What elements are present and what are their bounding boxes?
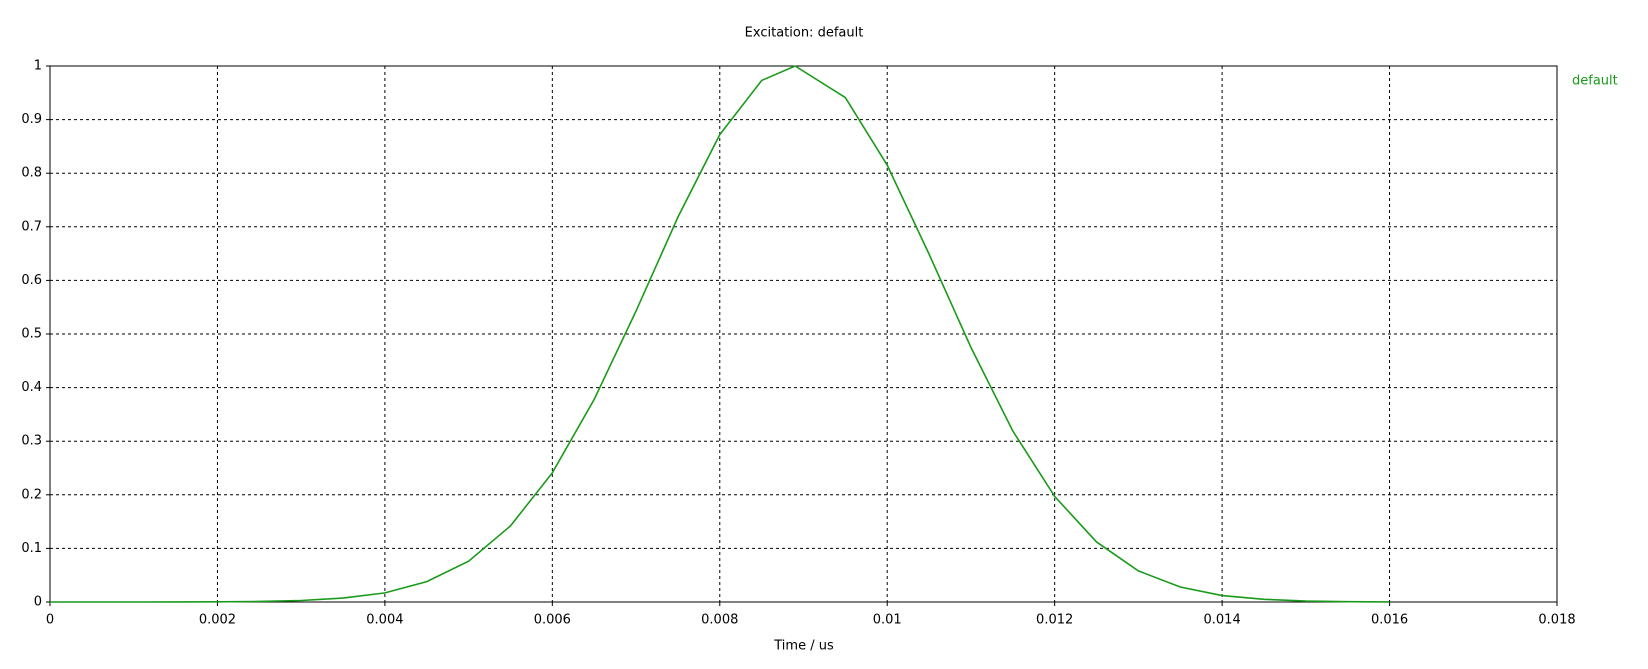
y-tick-label: 0.1: [21, 541, 42, 556]
legend-entry: default: [1572, 74, 1618, 89]
y-tick-label: 0.8: [21, 166, 42, 181]
x-tick-label: 0.002: [199, 613, 236, 628]
x-tick-label: 0: [46, 613, 54, 628]
y-tick-label: 0.4: [21, 380, 42, 395]
data-line: [50, 65, 1390, 603]
y-tick-label: 0: [34, 595, 42, 610]
y-tick-label: 1: [34, 59, 42, 74]
x-tick-label: 0.014: [1204, 613, 1241, 628]
y-tick-label: 0.9: [21, 112, 42, 127]
x-tick-label: 0.012: [1036, 613, 1073, 628]
y-tick-label: 0.6: [21, 273, 42, 288]
x-tick-label: 0.006: [534, 613, 571, 628]
x-tick-label: 0.016: [1371, 613, 1408, 628]
x-tick-label: 0.01: [873, 613, 902, 628]
y-tick-label: 0.3: [21, 434, 42, 449]
x-tick-label: 0.008: [701, 613, 738, 628]
x-tick-label: 0.018: [1538, 613, 1575, 628]
x-tick-label: 0.004: [366, 613, 403, 628]
y-tick-label: 0.7: [21, 219, 42, 234]
y-tick-label: 0.5: [21, 327, 42, 342]
x-axis-label: Time / us: [773, 639, 834, 654]
plot-border: [49, 65, 1558, 603]
chart-title: Excitation: default: [745, 26, 864, 41]
y-tick-label: 0.2: [21, 487, 42, 502]
